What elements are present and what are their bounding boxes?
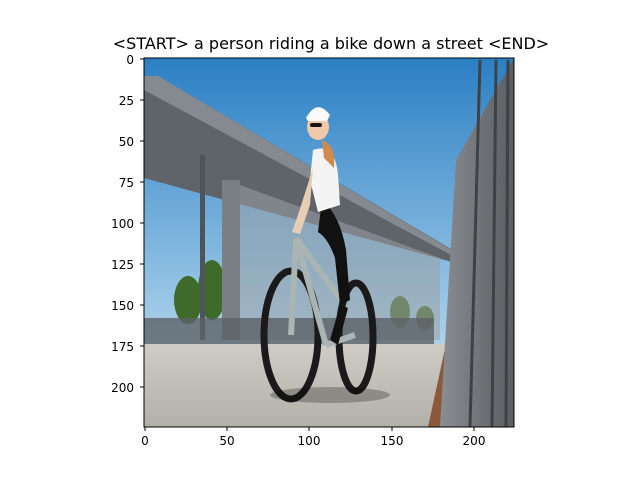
y-tick-label: 150 (111, 299, 134, 313)
y-tick-label: 50 (119, 135, 134, 149)
x-tick-label: 150 (381, 434, 404, 448)
ground (144, 344, 446, 427)
x-tick-label: 100 (298, 434, 321, 448)
x-tick-label: 200 (463, 434, 486, 448)
photo (144, 58, 514, 427)
y-tick-label: 200 (111, 381, 134, 395)
x-tick-label: 0 (141, 434, 149, 448)
x-axis: 0 50 100 150 200 (141, 427, 485, 448)
y-tick-label: 0 (126, 53, 134, 67)
x-tick-label: 50 (219, 434, 234, 448)
y-tick-label: 175 (111, 340, 134, 354)
y-axis: 0 25 50 75 100 125 150 175 200 (111, 53, 144, 395)
y-tick-label: 25 (119, 94, 134, 108)
image-frame (143, 57, 515, 428)
y-tick-label: 75 (119, 176, 134, 190)
rider (292, 107, 350, 345)
figure-title: <START> a person riding a bike down a st… (113, 34, 549, 53)
y-tick-label: 100 (111, 217, 134, 231)
y-tick-label: 125 (111, 258, 134, 272)
